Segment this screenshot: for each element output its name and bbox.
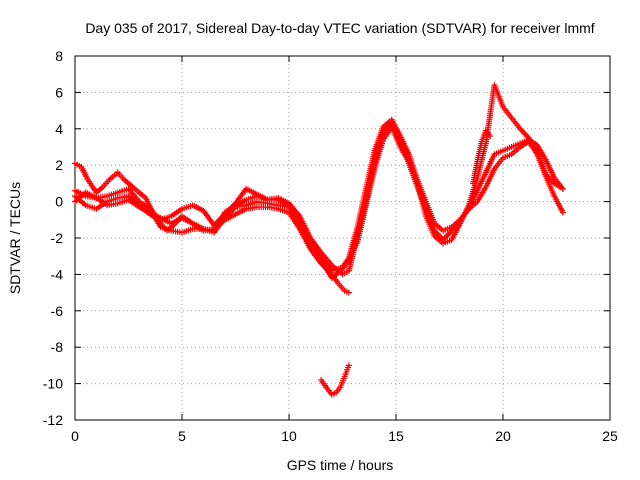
axis-ticks: 0 5 10 15 20 25 -12 -10 -8 -6 -4 -2 0 2 4 6 8 xyxy=(43,48,618,444)
x-tick-label: 5 xyxy=(178,428,186,444)
x-tick-label: 20 xyxy=(495,428,511,444)
grid xyxy=(75,56,610,420)
x-axis-label: GPS time / hours xyxy=(287,457,394,473)
y-tick-label: 6 xyxy=(55,84,63,100)
y-tick-label: 0 xyxy=(55,194,63,210)
y-tick-label: -8 xyxy=(51,339,64,355)
y-axis-label: SDTVAR / TECUs xyxy=(7,182,23,294)
data-point xyxy=(487,133,494,140)
data-point xyxy=(559,209,566,216)
x-tick-label: 15 xyxy=(388,428,404,444)
data-point xyxy=(345,362,352,369)
x-tick-label: 25 xyxy=(602,428,618,444)
data-point xyxy=(559,185,566,192)
x-tick-label: 10 xyxy=(281,428,297,444)
y-tick-label: -2 xyxy=(51,230,64,246)
chart-title: Day 035 of 2017, Sidereal Day-to-day VTE… xyxy=(85,20,594,36)
data-points xyxy=(72,82,566,398)
series-track-f xyxy=(470,127,494,187)
y-tick-label: -10 xyxy=(43,376,63,392)
series-track-e xyxy=(318,362,352,398)
y-tick-label: -12 xyxy=(43,412,63,428)
x-tick-label: 0 xyxy=(71,428,79,444)
y-tick-label: 8 xyxy=(55,48,63,64)
y-tick-label: -4 xyxy=(51,266,64,282)
y-tick-label: 4 xyxy=(55,121,63,137)
series-track-d xyxy=(72,82,566,282)
data-point xyxy=(345,289,352,296)
y-tick-label: 2 xyxy=(55,157,63,173)
y-tick-label: -6 xyxy=(51,303,64,319)
